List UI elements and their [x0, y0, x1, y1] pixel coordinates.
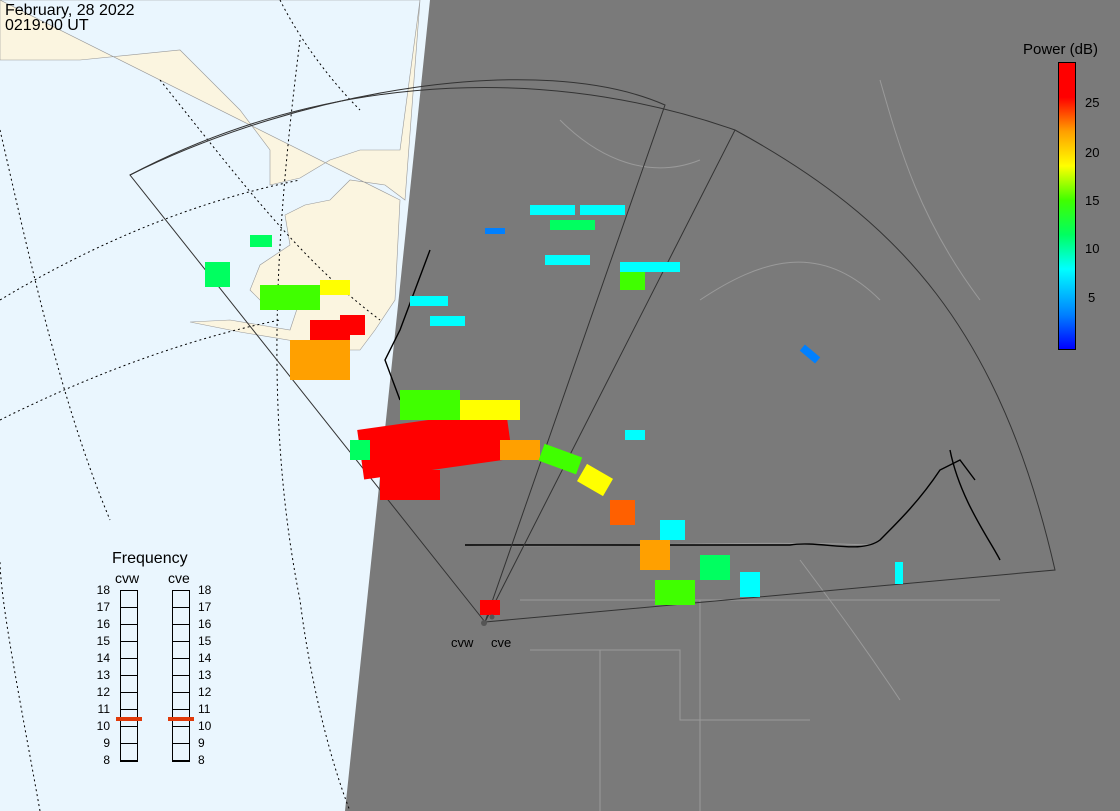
- colorbar-tick: 10: [1085, 241, 1100, 256]
- fov-outline: [129, 79, 1056, 623]
- frequency-tick: 11: [198, 702, 211, 716]
- frequency-tick: 12: [198, 685, 212, 699]
- colorbar-tick: 15: [1085, 193, 1100, 208]
- radar-label-cve: cve: [168, 570, 190, 586]
- frequency-tick: 16: [198, 617, 212, 631]
- site-label-cve: cve: [491, 635, 511, 650]
- site-label-cvw: cvw: [451, 635, 474, 650]
- colorbar-tick: 25: [1085, 95, 1100, 110]
- frequency-tick: 18: [198, 583, 212, 597]
- frequency-tick: 15: [96, 634, 110, 648]
- land-alaska: [0, 0, 421, 351]
- frequency-marker: [116, 717, 142, 721]
- frequency-tick: 10: [96, 719, 110, 733]
- frequency-tick: 8: [198, 753, 205, 767]
- colorbar-tick: 20: [1085, 145, 1100, 160]
- boundaries: [469, 79, 1000, 811]
- radar-label-cvw: cvw: [115, 570, 140, 586]
- colorbar-tick: 5: [1088, 290, 1096, 305]
- colorbar: [1058, 62, 1076, 350]
- frequency-tick: 14: [198, 651, 212, 665]
- frequency-tick: 16: [96, 617, 110, 631]
- frequency-tick: 14: [96, 651, 110, 665]
- frequency-tick: 13: [198, 668, 212, 682]
- frequency-tick: 9: [198, 736, 205, 750]
- frequency-tick: 9: [103, 736, 110, 750]
- frequency-scale-box: [172, 590, 190, 762]
- frequency-title: Frequency: [112, 550, 188, 567]
- frequency-tick: 17: [96, 600, 110, 614]
- frequency-tick: 15: [198, 634, 212, 648]
- national-borders: [384, 249, 1001, 561]
- frequency-tick: 18: [96, 583, 110, 597]
- grid-lines: [0, 0, 381, 811]
- time-label: 0219:00 UT: [5, 17, 89, 34]
- frequency-tick: 13: [96, 668, 110, 682]
- frequency-tick: 17: [198, 600, 212, 614]
- date-label: February, 28 2022: [5, 2, 135, 19]
- frequency-tick: 11: [97, 702, 110, 716]
- frequency-tick: 10: [198, 719, 212, 733]
- site-marker: [481, 620, 487, 626]
- colorbar-title: Power (dB): [1023, 41, 1099, 58]
- frequency-marker: [168, 717, 194, 721]
- echo-cells: [205, 205, 903, 615]
- frequency-scale-box: [120, 590, 138, 762]
- frequency-tick: 8: [103, 753, 110, 767]
- frequency-tick: 12: [96, 685, 110, 699]
- site-marker: [489, 614, 495, 620]
- night-region: [345, 0, 1120, 811]
